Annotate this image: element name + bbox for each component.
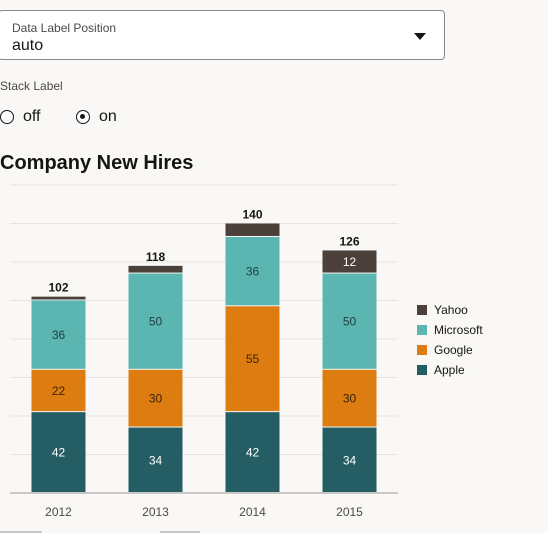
data-label: 22 [52,384,66,398]
stack-total-label: 126 [339,234,359,248]
bar-segment [225,306,280,412]
data-label: 55 [246,352,260,366]
stack-label-on-radio[interactable]: on [76,107,117,127]
radio-on-circle-icon[interactable] [76,110,90,124]
legend-label: Google [434,343,473,357]
bar-segment [225,412,280,492]
data-label-position-label: Data Label Position [12,21,117,35]
data-label: 34 [149,453,163,467]
data-label: 30 [343,392,357,406]
legend-label: Yahoo [434,303,468,317]
bar-segment [225,236,280,306]
legend-swatch [417,365,427,375]
legend-swatch [417,345,427,355]
data-label: 50 [149,315,163,329]
data-label: 36 [246,265,260,279]
x-tick-label: 2013 [142,505,169,519]
bar-segment [322,273,377,369]
legend-swatch [417,305,427,315]
stack-total-label: 118 [146,250,166,264]
x-tick-label: 2015 [336,505,363,519]
bar-segment [322,369,377,427]
bar-segment [128,273,183,369]
bar-segment [128,369,183,427]
data-label: 50 [343,315,357,329]
legend-swatch [417,325,427,335]
bar-segment [31,296,86,300]
stack-label-on-text: on [99,108,117,125]
stack-total-label: 140 [242,208,262,222]
data-label-position-value: auto [12,37,44,54]
stack-label-off-text: off [23,108,41,125]
data-label: 42 [52,446,66,460]
stacked-bar-chart: 42 22 36 102 2012 34 30 50 118 2013 42 55 36 140 2014 3… [10,184,483,519]
bar-segment [322,427,377,492]
x-tick-label: 2012 [45,505,72,519]
scroll-hint-line [0,531,42,533]
chevron-down-icon[interactable] [414,33,426,40]
bar-segment [31,369,86,412]
stack-total-label: 102 [48,281,68,295]
data-label: 12 [343,255,357,269]
data-label: 30 [149,392,163,406]
scroll-hint-line [160,531,200,533]
legend-label: Apple [434,363,465,377]
stack-label-off-radio[interactable]: off [0,107,41,127]
data-label: 34 [343,453,357,467]
bar-segment [128,265,183,273]
bar-segment [31,412,86,492]
radio-off-circle-icon[interactable] [0,110,14,124]
bar-segment [31,300,86,369]
data-label-position-select[interactable]: Data Label Position auto [0,10,445,60]
x-tick-label: 2014 [239,505,266,519]
chart-title: Company New Hires [0,152,194,174]
stack-label-heading: Stack Label [0,79,63,93]
bar-segment [128,427,183,492]
data-label: 42 [246,446,260,460]
bar-segment [322,250,377,273]
data-label: 36 [52,328,66,342]
bar-segment [225,223,280,236]
legend-label: Microsoft [434,323,483,337]
